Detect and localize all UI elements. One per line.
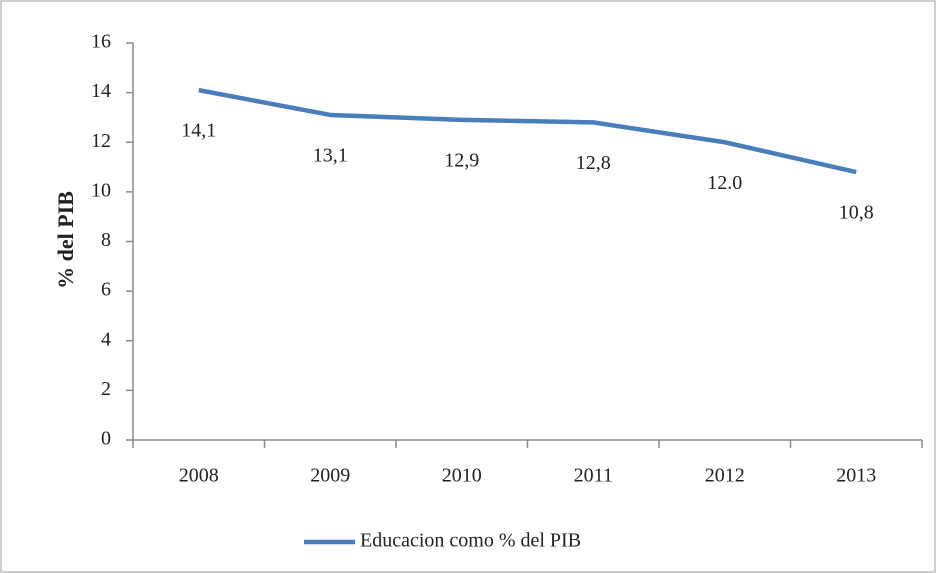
- legend-label: Educacion como % del PIB: [360, 530, 581, 552]
- y-tick-label: 8: [101, 229, 111, 251]
- data-label: 12.0: [707, 172, 742, 194]
- y-tick-label: 10: [91, 179, 111, 201]
- y-tick-label: 0: [101, 428, 111, 450]
- y-tick-label: 16: [91, 31, 111, 53]
- y-tick-label: 14: [91, 80, 111, 102]
- y-tick-label: 2: [101, 378, 111, 400]
- y-tick-label: 6: [101, 279, 111, 301]
- x-tick-label: 2012: [705, 465, 745, 487]
- series-line: [198, 87, 857, 175]
- y-tick-label: 12: [91, 130, 111, 152]
- data-label: 10,8: [839, 202, 874, 224]
- data-label: 12,9: [444, 150, 479, 172]
- y-axis-label: % del PIB: [53, 191, 78, 289]
- x-tick-label: 2011: [574, 465, 613, 487]
- x-tick-label: 2013: [836, 465, 876, 487]
- x-tick-label: 2009: [310, 465, 350, 487]
- x-tick-label: 2010: [442, 465, 482, 487]
- data-label: 14,1: [181, 120, 216, 142]
- data-label: 13,1: [313, 145, 348, 167]
- x-tick-label: 2008: [179, 465, 219, 487]
- y-tick-label: 4: [101, 328, 111, 350]
- data-label: 12,8: [576, 152, 611, 174]
